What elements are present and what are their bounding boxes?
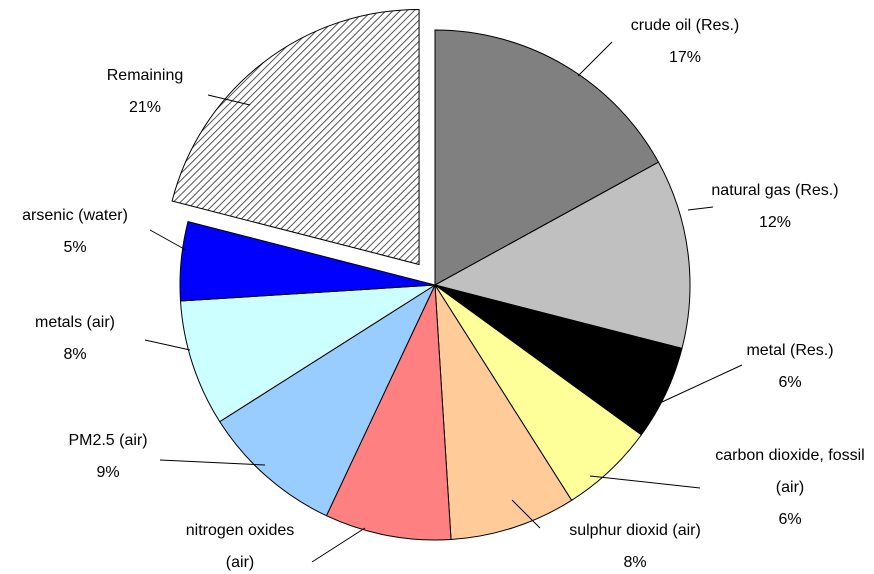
leader-line: [149, 229, 187, 251]
slice-label: carbon dioxide, fossil (air) 6%: [715, 440, 865, 536]
pie-slice: [219, 283, 437, 517]
slice-label: PM2.5 (air) 9%: [28, 425, 188, 489]
slice-label: metals (air) 8%: [0, 307, 150, 371]
slice-label: natural gas (Res.) 12%: [675, 175, 874, 239]
pie-slice: [434, 29, 660, 286]
pie-slice: [179, 284, 436, 423]
category-label: Remaining: [106, 67, 184, 84]
leader-line: [311, 527, 366, 563]
slice-label: metal (Res.) 6%: [690, 335, 874, 399]
value-label: 8%: [63, 346, 87, 363]
category-label: metal (Res.): [746, 342, 834, 359]
category-label: natural gas (Res.): [711, 182, 839, 199]
pie-slice: [433, 161, 691, 350]
category-label: metals (air): [34, 314, 115, 331]
leader-line: [661, 364, 743, 403]
leader-line: [144, 339, 191, 351]
category-label: nitrogen oxides (air): [185, 522, 295, 571]
value-label: 17%: [668, 49, 702, 66]
value-label: 5%: [63, 239, 87, 256]
pie-slice: [171, 8, 420, 266]
pie-slice: [434, 284, 573, 541]
leader-line: [577, 41, 613, 77]
value-label: 21%: [128, 99, 162, 116]
slice-label: arsenic (water) 5%: [0, 200, 150, 264]
slice-label: nitrogen oxides (air): [175, 515, 305, 574]
pie-slice: [179, 220, 436, 302]
value-label: 12%: [758, 214, 792, 231]
value-label: 9%: [96, 464, 120, 481]
value-label: 6%: [778, 374, 802, 391]
category-label: sulphur dioxid (air): [569, 522, 701, 539]
leader-line: [207, 94, 251, 106]
category-label: carbon dioxide, fossil (air): [715, 447, 865, 496]
value-label: 8%: [623, 554, 647, 571]
category-label: PM2.5 (air): [68, 432, 148, 449]
leader-line: [589, 475, 701, 489]
pie-slice: [325, 284, 452, 541]
leader-line: [687, 206, 714, 211]
slice-label: crude oil (Res.) 17%: [585, 10, 785, 74]
leader-line: [159, 459, 266, 466]
slice-label: sulphur dioxid (air) 8%: [535, 515, 735, 574]
category-label: crude oil (Res.): [630, 17, 740, 34]
value-label: 6%: [778, 511, 802, 528]
leader-line: [511, 499, 541, 529]
slice-label: Remaining 21%: [70, 60, 220, 124]
category-label: arsenic (water): [22, 207, 128, 224]
